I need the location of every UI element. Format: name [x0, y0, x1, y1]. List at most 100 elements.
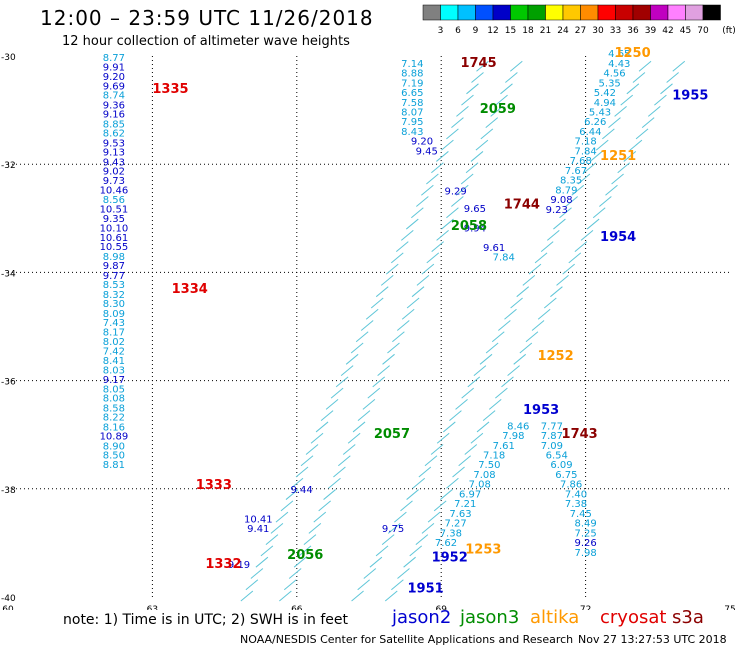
- swath-mark: [441, 139, 454, 151]
- swath-mark: [465, 162, 479, 174]
- swath-mark: [391, 579, 404, 591]
- pass-time-label: 1955: [672, 88, 708, 103]
- wave-height-label: 9.17: [103, 375, 125, 386]
- swath-mark: [421, 263, 435, 275]
- swath-mark: [522, 275, 536, 286]
- wave-height-label: 7.08: [469, 480, 491, 491]
- swath-mark: [495, 94, 508, 106]
- swath-mark: [318, 500, 331, 512]
- wave-height-label: 8.03: [103, 366, 125, 377]
- swath-mark: [451, 196, 464, 207]
- colorbar-label: 33: [610, 26, 621, 36]
- swath-mark: [479, 353, 493, 365]
- swath-mark: [365, 308, 379, 320]
- swath-mark: [396, 320, 410, 331]
- y-tick-label: -36: [1, 378, 16, 388]
- pass-time-label: 1334: [172, 282, 208, 297]
- swath-mark: [461, 387, 474, 399]
- swath-mark: [562, 263, 575, 275]
- wave-height-label: 7.84: [574, 146, 596, 157]
- wave-height-label: 7.95: [401, 117, 423, 128]
- swath-mark: [550, 286, 563, 298]
- colorbar-label: 45: [680, 26, 691, 36]
- wave-height-label: 9.77: [103, 271, 125, 282]
- swath-mark: [275, 511, 289, 523]
- swath-mark: [476, 421, 490, 433]
- wave-height-label: 6.97: [459, 489, 481, 500]
- colorbar-label: 21: [540, 26, 551, 36]
- swath-mark: [458, 455, 471, 467]
- wave-height-label: 7.19: [401, 78, 423, 89]
- swath-mark: [250, 568, 264, 579]
- swath-mark: [305, 444, 319, 455]
- wave-height-label: 7.45: [570, 509, 592, 520]
- swath-mark: [280, 500, 294, 512]
- wave-height-label: 6.54: [546, 451, 568, 462]
- swath-mark: [647, 105, 661, 117]
- swath-mark: [513, 353, 527, 365]
- wave-height-label: 9.36: [103, 100, 125, 111]
- wave-height-label: 10.10: [100, 223, 129, 234]
- swath-mark: [400, 229, 414, 241]
- swath-mark: [325, 399, 339, 410]
- wave-height-label: 7.62: [435, 538, 457, 549]
- swath-mark: [406, 489, 419, 500]
- swath-mark: [439, 489, 453, 500]
- swath-mark: [285, 489, 299, 500]
- wave-height-label: 4.94: [594, 98, 616, 109]
- swath-mark: [666, 72, 679, 83]
- wave-height-label: 9.02: [103, 166, 125, 177]
- swath-mark: [328, 477, 341, 489]
- wave-height-label: 8.79: [555, 185, 577, 196]
- swath-mark: [461, 94, 474, 106]
- wave-height-label: 9.73: [103, 176, 125, 187]
- wave-height-label: 9.16: [103, 110, 125, 121]
- swath-mark: [270, 522, 284, 534]
- swath-mark: [525, 331, 539, 343]
- wave-height-label: 6.65: [401, 88, 423, 99]
- wave-height-label: 9.75: [382, 524, 404, 535]
- swath-mark: [360, 320, 374, 331]
- swath-mark: [387, 342, 400, 354]
- swath-mark: [654, 94, 667, 106]
- colorbar-label: 15: [505, 26, 516, 36]
- swath-mark: [293, 556, 307, 568]
- wave-height-label: 9.23: [546, 205, 568, 216]
- footnote: note: 1) Time is in UTC; 2) SWH is in fe…: [63, 612, 349, 628]
- wave-height-label: 5.35: [599, 78, 621, 89]
- swath-mark: [295, 466, 309, 478]
- swath-mark: [409, 545, 423, 557]
- wave-height-label: 9.69: [103, 82, 125, 93]
- swath-mark: [470, 432, 484, 444]
- wave-height-label: 9.26: [574, 538, 596, 549]
- track-swaths: [240, 60, 686, 602]
- wave-height-label: 9.61: [483, 243, 505, 254]
- wave-height-label: 7.77: [541, 421, 563, 432]
- pass-time-label: 1743: [562, 427, 598, 442]
- pass-time-label: 1335: [152, 82, 188, 97]
- wave-height-label: 9.20: [103, 72, 125, 83]
- swath-mark: [498, 320, 511, 331]
- colorbar-label: 6: [455, 26, 461, 36]
- wave-height-label: 7.84: [493, 252, 515, 263]
- colorbar-label: 24: [557, 26, 569, 36]
- swath-mark: [528, 263, 542, 275]
- swath-mark: [415, 534, 429, 546]
- swath-mark: [430, 444, 444, 455]
- swath-mark: [466, 83, 479, 95]
- swath-mark: [467, 376, 481, 388]
- wave-height-label: 7.98: [574, 548, 596, 559]
- colorbar-swatch: [702, 4, 721, 21]
- swath-mark: [449, 410, 462, 422]
- swath-mark: [580, 229, 594, 241]
- swath-mark: [387, 522, 401, 534]
- wave-height-label: 7.27: [445, 519, 467, 530]
- swath-mark: [635, 128, 649, 140]
- y-tick-label: -38: [1, 486, 16, 496]
- swath-mark: [641, 117, 655, 129]
- pass-time-label: 1251: [600, 149, 636, 164]
- wave-height-label: 7.42: [103, 347, 125, 358]
- wave-height-label: 7.14: [401, 59, 423, 70]
- swath-mark: [400, 500, 413, 512]
- swath-mark: [442, 421, 456, 433]
